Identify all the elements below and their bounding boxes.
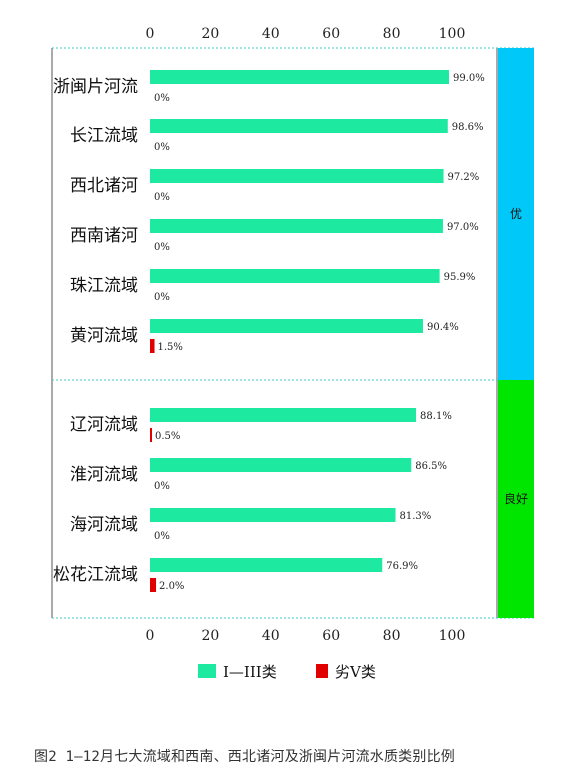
data-label-v-9: 2.0% bbox=[159, 581, 184, 592]
category-label-9: 松花江流域 bbox=[53, 565, 138, 585]
category-label-4: 珠江流域 bbox=[70, 276, 138, 296]
data-label-i-iii-0: 99.0% bbox=[453, 73, 485, 84]
quality-band-label-1: 良好 bbox=[504, 491, 528, 506]
data-label-v-7: 0% bbox=[154, 481, 170, 492]
data-label-v-5: 1.5% bbox=[158, 342, 183, 353]
category-label-3: 西南诸河 bbox=[70, 226, 138, 246]
x-tick-top-0: 0 bbox=[146, 26, 155, 42]
bar-v-9 bbox=[150, 578, 157, 592]
x-tick-bottom-5: 100 bbox=[439, 628, 466, 644]
bar-i-iii-5 bbox=[150, 319, 424, 333]
bar-i-iii-6 bbox=[150, 408, 417, 422]
category-label-0: 浙闽片河流 bbox=[53, 77, 138, 97]
data-label-v-4: 0% bbox=[154, 292, 170, 303]
legend-label-i-iii: I—III类 bbox=[223, 663, 277, 681]
x-tick-top-3: 60 bbox=[322, 26, 340, 42]
data-label-i-iii-7: 86.5% bbox=[415, 461, 447, 472]
data-label-v-0: 0% bbox=[154, 93, 170, 104]
x-tick-bottom-4: 80 bbox=[383, 628, 401, 644]
x-tick-top-1: 20 bbox=[201, 26, 219, 42]
category-label-8: 海河流域 bbox=[70, 515, 138, 535]
bar-v-6 bbox=[150, 428, 152, 442]
data-label-i-iii-9: 76.9% bbox=[386, 561, 418, 572]
legend-swatch-v bbox=[316, 664, 328, 678]
category-label-2: 西北诸河 bbox=[70, 176, 138, 196]
bar-i-iii-4 bbox=[150, 269, 440, 283]
quality-band-0 bbox=[498, 48, 534, 380]
x-tick-top-5: 100 bbox=[439, 26, 466, 42]
data-label-v-6: 0.5% bbox=[155, 431, 180, 442]
data-label-i-iii-8: 81.3% bbox=[400, 511, 432, 522]
data-label-i-iii-2: 97.2% bbox=[448, 172, 480, 183]
data-label-i-iii-1: 98.6% bbox=[452, 122, 484, 133]
data-label-i-iii-4: 95.9% bbox=[444, 272, 476, 283]
water-quality-chart: 优良好 0 0 20 20 40 40 60 60 80 80 100 100 浙闽片河流 99.0% 0% 长… bbox=[51, 26, 534, 681]
x-tick-bottom-0: 0 bbox=[146, 628, 155, 644]
data-label-v-1: 0% bbox=[154, 142, 170, 153]
legend-swatch-i-iii bbox=[198, 664, 216, 678]
x-tick-top-4: 80 bbox=[383, 26, 401, 42]
bar-i-iii-7 bbox=[150, 458, 412, 472]
data-label-i-iii-6: 88.1% bbox=[420, 411, 452, 422]
x-tick-bottom-3: 60 bbox=[322, 628, 340, 644]
category-label-6: 辽河流域 bbox=[70, 415, 138, 435]
bar-i-iii-1 bbox=[150, 119, 448, 133]
bar-i-iii-9 bbox=[150, 558, 383, 572]
bar-i-iii-3 bbox=[150, 219, 443, 233]
data-label-v-2: 0% bbox=[154, 192, 170, 203]
quality-band-1 bbox=[498, 380, 534, 618]
legend-label-v: 劣V类 bbox=[335, 663, 376, 681]
x-tick-bottom-1: 20 bbox=[201, 628, 219, 644]
category-label-1: 长江流域 bbox=[70, 126, 138, 146]
bar-v-5 bbox=[150, 339, 155, 353]
bar-i-iii-8 bbox=[150, 508, 396, 522]
data-label-i-iii-5: 90.4% bbox=[427, 322, 459, 333]
bar-i-iii-2 bbox=[150, 169, 444, 183]
category-label-7: 淮河流域 bbox=[70, 465, 138, 485]
data-label-i-iii-3: 97.0% bbox=[447, 222, 479, 233]
category-label-5: 黄河流域 bbox=[70, 326, 138, 346]
data-label-v-3: 0% bbox=[154, 242, 170, 253]
quality-band-label-0: 优 bbox=[510, 207, 522, 221]
bar-i-iii-0 bbox=[150, 70, 449, 84]
x-tick-bottom-2: 40 bbox=[262, 628, 280, 644]
data-label-v-8: 0% bbox=[154, 531, 170, 542]
figure-caption: 图2 1—12月七大流域和西南、西北诸河及浙闽片河流水质类别比例 bbox=[34, 749, 455, 765]
x-tick-top-2: 40 bbox=[262, 26, 280, 42]
